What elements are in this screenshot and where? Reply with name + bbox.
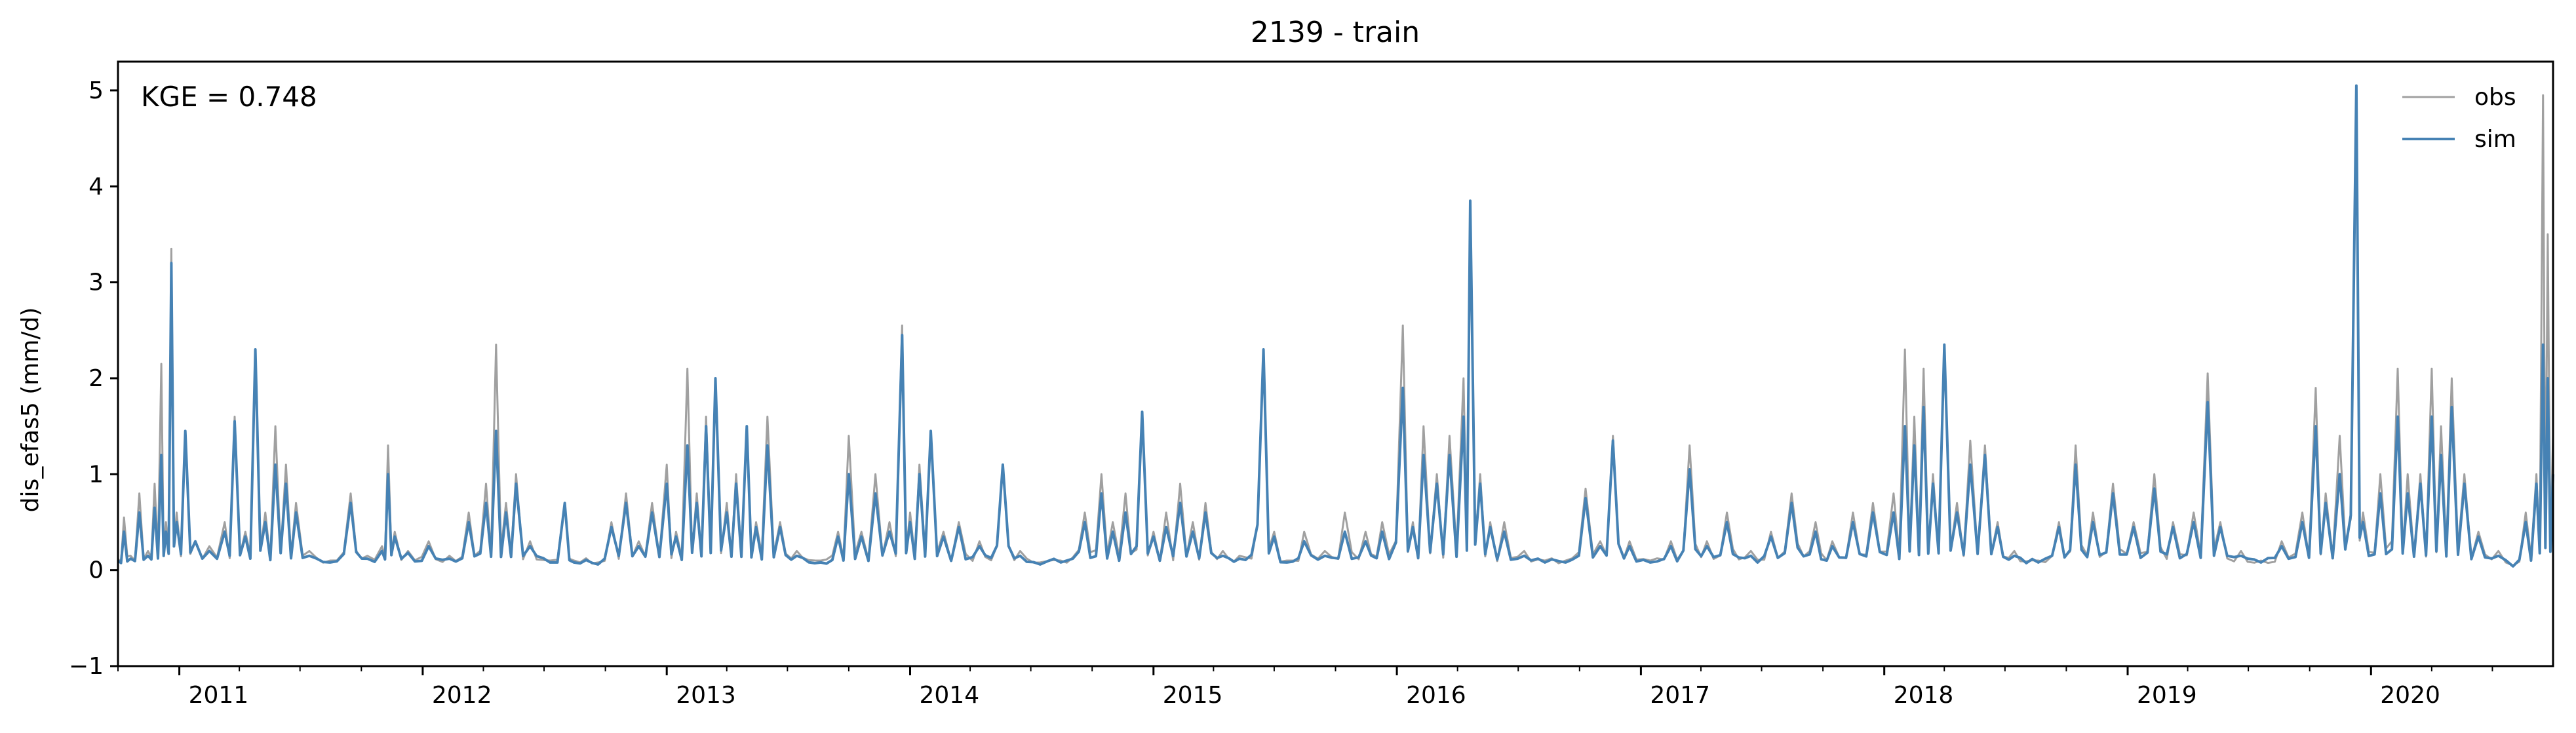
x-axis: 2011 2012 2013 2014 2015 2016 2017 2018 2019 2020 <box>117 666 2493 709</box>
x-tick-label: 2018 <box>1894 682 1954 709</box>
y-tick-label: 0 <box>88 557 104 584</box>
y-tick-label: 1 <box>88 461 104 488</box>
x-tick-label: 2020 <box>2380 682 2440 709</box>
x-tick-label: 2019 <box>2137 682 2197 709</box>
kge-annotation: KGE = 0.748 <box>141 81 317 113</box>
legend-sim-label: sim <box>2474 126 2516 153</box>
x-tick-label: 2013 <box>676 682 736 709</box>
x-tick-label: 2014 <box>919 682 979 709</box>
chart-title: 2139 - train <box>1251 16 1420 49</box>
series-sim-line <box>117 84 2554 568</box>
y-axis-label: dis_efas5 (mm/d) <box>17 307 44 513</box>
y-axis: −1 0 1 2 3 4 5 <box>69 77 118 680</box>
x-tick-label: 2017 <box>1650 682 1710 709</box>
y-tick-label: −1 <box>69 653 104 680</box>
y-tick-label: 4 <box>88 173 104 200</box>
y-tick-label: 5 <box>88 77 104 104</box>
y-tick-label: 2 <box>88 365 104 392</box>
x-tick-label: 2011 <box>189 682 249 709</box>
legend: obs sim <box>2402 84 2516 153</box>
x-tick-label: 2015 <box>1163 682 1223 709</box>
x-tick-label: 2016 <box>1406 682 1466 709</box>
y-tick-label: 3 <box>88 269 104 296</box>
legend-obs-label: obs <box>2474 84 2516 111</box>
x-tick-label: 2012 <box>432 682 492 709</box>
series-layer <box>117 84 2554 568</box>
